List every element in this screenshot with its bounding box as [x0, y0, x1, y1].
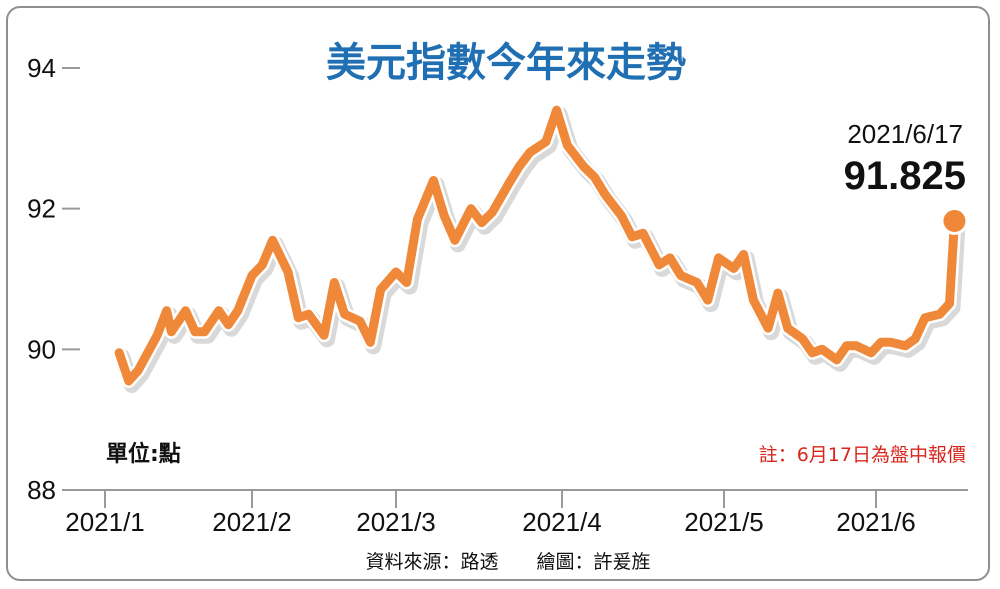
- end-point-marker: [943, 209, 966, 232]
- y-tick-label: 94: [27, 53, 56, 83]
- chart-title: 美元指數今年來走勢: [326, 40, 686, 86]
- price-note: 註：6月17日為盤中報價: [759, 444, 966, 466]
- x-tick-label: 2021/3: [356, 507, 436, 537]
- y-tick-label: 88: [27, 475, 56, 505]
- unit-label: 單位:點: [106, 441, 181, 467]
- series-line-shadow: [114, 106, 966, 393]
- chart-frame: [6, 6, 990, 581]
- x-tick-label: 2021/4: [522, 507, 602, 537]
- y-tick-label: 90: [27, 334, 56, 364]
- plot-area: [112, 103, 969, 393]
- annotation-date: 2021/6/17: [847, 119, 963, 149]
- x-tick-label: 2021/5: [684, 507, 764, 537]
- x-axis: 2021/1 2021/2 2021/3 2021/4 2021/5 2021/6: [65, 489, 968, 537]
- series-line: [114, 105, 959, 386]
- x-tick-label: 2021/2: [212, 507, 292, 537]
- y-axis: 94 92 90 88: [27, 53, 80, 505]
- source-credit: 資料來源：路透 繪圖：許爰旌: [365, 551, 650, 573]
- x-tick-label: 2021/1: [65, 507, 145, 537]
- y-tick-label: 92: [27, 194, 56, 224]
- annotation-value: 91.825: [844, 154, 966, 198]
- x-tick-label: 2021/6: [836, 507, 916, 537]
